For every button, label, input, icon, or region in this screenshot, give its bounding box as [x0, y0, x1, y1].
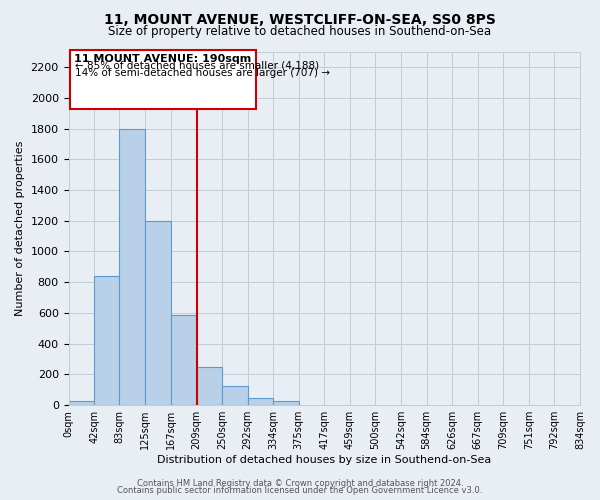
- Bar: [248, 398, 274, 405]
- Bar: [274, 402, 299, 405]
- Y-axis label: Number of detached properties: Number of detached properties: [15, 141, 25, 316]
- X-axis label: Distribution of detached houses by size in Southend-on-Sea: Distribution of detached houses by size …: [157, 455, 491, 465]
- Text: 11 MOUNT AVENUE: 190sqm: 11 MOUNT AVENUE: 190sqm: [74, 54, 251, 64]
- Bar: [94, 276, 119, 405]
- Text: 11, MOUNT AVENUE, WESTCLIFF-ON-SEA, SS0 8PS: 11, MOUNT AVENUE, WESTCLIFF-ON-SEA, SS0 …: [104, 12, 496, 26]
- Text: Contains public sector information licensed under the Open Government Licence v3: Contains public sector information licen…: [118, 486, 482, 495]
- Bar: [222, 386, 248, 405]
- Bar: [197, 367, 222, 405]
- Bar: [145, 221, 171, 405]
- Bar: [171, 314, 197, 405]
- Bar: [70, 50, 256, 108]
- Text: 14% of semi-detached houses are larger (707) →: 14% of semi-detached houses are larger (…: [75, 68, 330, 78]
- Text: Contains HM Land Registry data © Crown copyright and database right 2024.: Contains HM Land Registry data © Crown c…: [137, 478, 463, 488]
- Bar: [119, 128, 145, 405]
- Bar: [68, 402, 94, 405]
- Text: Size of property relative to detached houses in Southend-on-Sea: Size of property relative to detached ho…: [109, 25, 491, 38]
- Text: ← 85% of detached houses are smaller (4,188): ← 85% of detached houses are smaller (4,…: [75, 61, 319, 71]
